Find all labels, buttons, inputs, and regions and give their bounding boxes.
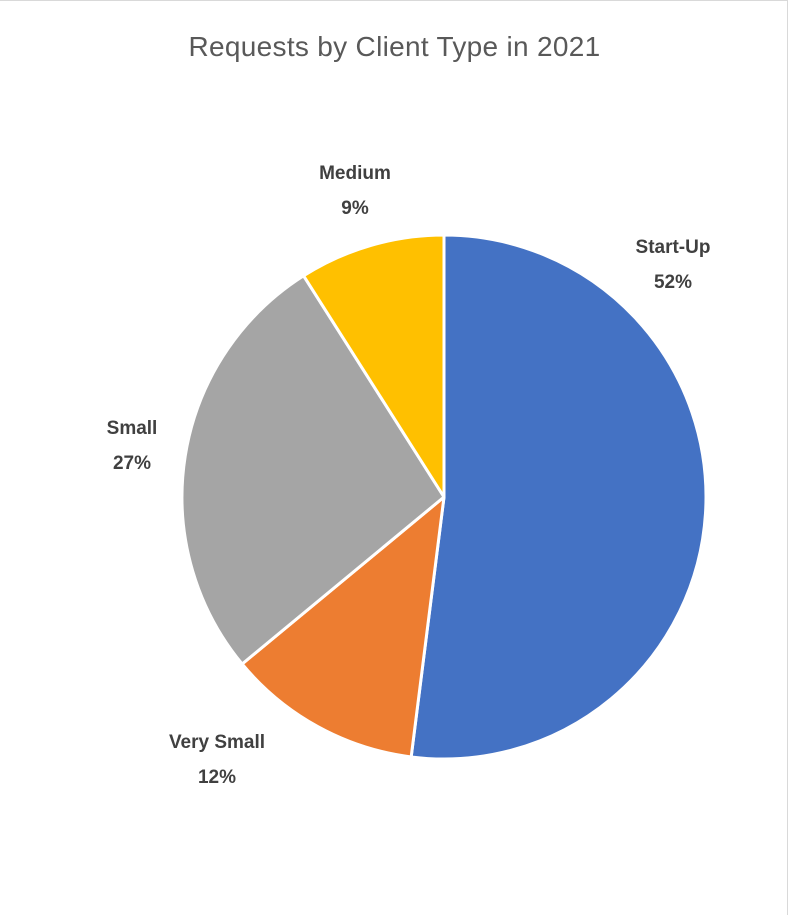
pie-slice-start-up (409, 233, 708, 761)
slice-percent-label: 52% (654, 272, 692, 293)
chart-title: Requests by Client Type in 2021 (188, 31, 601, 62)
pie-slice-very-small (240, 495, 446, 759)
pie-slice-medium (302, 233, 446, 499)
slice-category-label: Small (107, 418, 158, 439)
slice-category-label: Medium (319, 163, 391, 184)
slice-percent-label: 9% (341, 198, 369, 219)
slice-category-label: Very Small (169, 732, 265, 753)
slice-percent-label: 12% (198, 767, 236, 788)
pie-slices (180, 233, 708, 761)
pie-labels: Start-Up 52% Very Small 12% Small 27% Medium 9% (107, 163, 711, 788)
slice-percent-label: 27% (113, 453, 151, 474)
pie-slice-small (180, 274, 446, 666)
slice-category-label: Start-Up (636, 237, 711, 258)
